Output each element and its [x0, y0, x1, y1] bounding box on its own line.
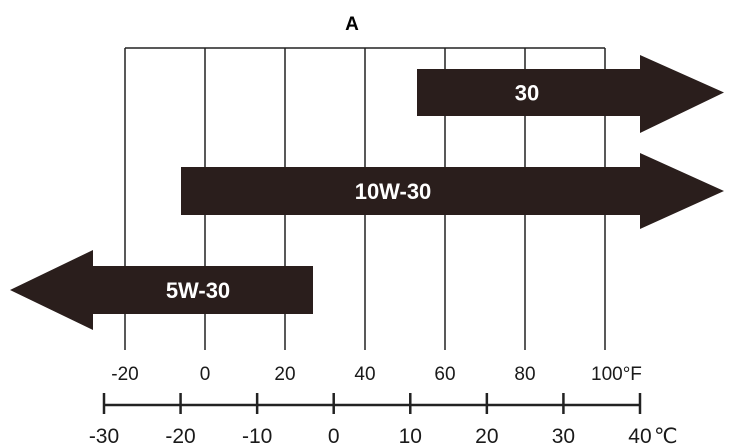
- celsius-axis: -30 -20 -10 0 10 20 30 40 ℃: [89, 393, 678, 448]
- arrow-shape-10w-30: [181, 153, 724, 229]
- f-tick-label-minus-20: -20: [111, 364, 138, 385]
- c-tick-label-20: 20: [475, 425, 498, 448]
- c-tick-label-10: 10: [399, 425, 422, 448]
- f-tick-label-0: 0: [200, 364, 211, 385]
- f-tick-label-80: 80: [514, 364, 535, 385]
- c-tick-label-minus-30: -30: [89, 425, 119, 448]
- viscosity-arrows: 30 10W-30 5W-30: [10, 55, 724, 330]
- c-tick-label-minus-20: -20: [165, 425, 195, 448]
- f-tick-label-100: 100°F: [591, 364, 642, 385]
- c-tick-label-0: 0: [328, 425, 340, 448]
- f-tick-label-40: 40: [354, 364, 375, 385]
- fahrenheit-axis: -20 0 20 40 60 80 100°F: [111, 364, 642, 385]
- f-tick-label-60: 60: [434, 364, 455, 385]
- c-tick-label-40: 40: [628, 425, 651, 448]
- chart-title: A: [345, 14, 359, 35]
- arrow-label-10w-30: 10W-30: [355, 179, 432, 204]
- arrow-shape-5w-30: [10, 250, 313, 330]
- arrow-shape-30: [417, 55, 724, 133]
- arrow-10w-30: 10W-30: [181, 153, 724, 229]
- c-tick-label-minus-10: -10: [242, 425, 272, 448]
- arrow-5w-30: 5W-30: [10, 250, 313, 330]
- f-tick-label-20: 20: [274, 364, 295, 385]
- c-tick-label-30: 30: [552, 425, 575, 448]
- arrow-label-5w-30: 5W-30: [166, 278, 230, 303]
- arrow-30: 30: [417, 55, 724, 133]
- arrow-label-30: 30: [515, 81, 539, 106]
- c-unit-label: ℃: [654, 425, 678, 448]
